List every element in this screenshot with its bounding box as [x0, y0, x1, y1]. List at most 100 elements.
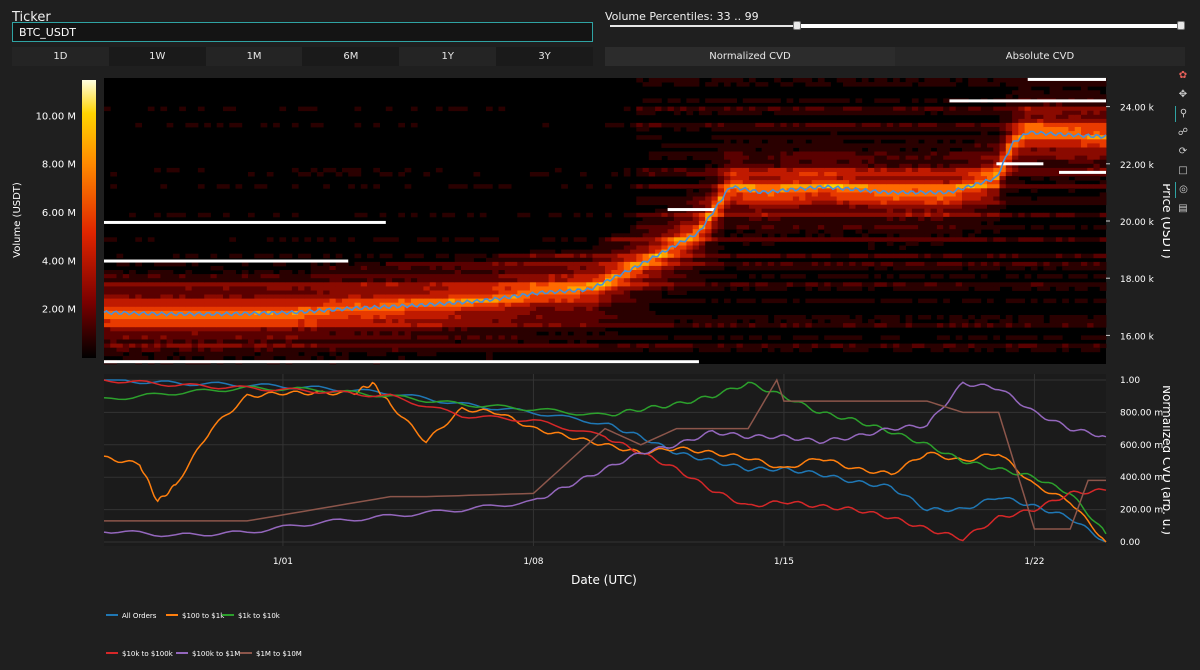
heatmap-cell [1043, 163, 1051, 169]
heatmap-cell [536, 257, 543, 263]
heatmap-cell [210, 323, 218, 328]
ticker-input[interactable] [12, 22, 593, 42]
reset-icon[interactable]: ⟳ [1178, 146, 1188, 157]
heatmap-cell [767, 241, 775, 246]
heatmap-cell [936, 225, 944, 230]
heatmap-cell [855, 265, 863, 271]
tab-3y[interactable]: 3Y [496, 47, 593, 66]
heatmap-cell [749, 184, 756, 189]
heatmap-cell [736, 135, 744, 140]
heatmap-cell [817, 261, 825, 267]
heatmap-cell [698, 110, 706, 116]
heatmap-cell [254, 306, 261, 312]
heatmap-cell [899, 196, 906, 201]
heatmap-cell [792, 110, 800, 116]
heatmap-cell [936, 237, 944, 242]
heatmap-cell [698, 241, 706, 246]
heatmap-cell [617, 261, 625, 267]
heatmap-cell [254, 331, 261, 336]
heatmap-cell [874, 78, 881, 83]
slider-high-handle[interactable] [1177, 21, 1185, 30]
heatmap-cell [216, 343, 224, 349]
heatmap-cell [692, 270, 700, 275]
heatmap-cell [241, 270, 249, 275]
heatmap-cell [836, 216, 844, 222]
heatmap-cell [993, 286, 1000, 291]
heatmap-cell [467, 339, 474, 344]
heatmap-cell [974, 261, 982, 267]
tab-1w[interactable]: 1W [108, 47, 206, 66]
heatmap-cell [805, 192, 813, 197]
crosshair-icon[interactable]: ◎ [1175, 182, 1191, 198]
save-icon[interactable]: □ [1178, 165, 1188, 176]
heatmap-cell [980, 196, 988, 201]
heatmap-cell [223, 270, 230, 275]
heatmap-cell [805, 159, 813, 165]
heatmap-cell [930, 184, 938, 189]
heatmap-cell [893, 253, 900, 259]
heatmap-cell [780, 196, 788, 201]
heatmap-cell [110, 343, 117, 349]
tab-1y[interactable]: 1Y [399, 47, 497, 66]
heatmap-cell [561, 331, 568, 336]
heatmap-cell [348, 298, 355, 304]
chart-area[interactable]: 16.00 k18.00 k20.00 k22.00 k24.00 k Pric… [0, 70, 1170, 670]
heatmap-cell [185, 270, 193, 275]
heatmap-cell [861, 265, 869, 271]
heatmap-cell [955, 188, 963, 193]
tab-1d[interactable]: 1D [12, 47, 109, 66]
heatmap-cell [467, 237, 474, 242]
heatmap-cell [1055, 143, 1063, 148]
heatmap-cell [667, 155, 675, 161]
zoom-icon[interactable]: ⚲ [1175, 106, 1191, 122]
heatmap-cell [817, 323, 825, 328]
heatmap-cell [930, 192, 938, 197]
heatmap-cell [642, 310, 650, 316]
heatmap-cell [1024, 82, 1032, 87]
heatmap-cell [104, 274, 111, 279]
heatmap-cell [1005, 343, 1013, 349]
heatmap-cell [999, 110, 1007, 116]
heatmap-cell [868, 204, 875, 210]
heatmap-cell [342, 261, 349, 267]
heatmap-cell [210, 278, 218, 283]
normalized-cvd-button[interactable]: Normalized CVD [605, 47, 895, 66]
tab-1m[interactable]: 1M [205, 47, 303, 66]
heatmap-cell [943, 98, 950, 103]
heatmap-cell [223, 315, 230, 320]
heatmap-cell [1049, 90, 1057, 95]
plotly-logo-icon[interactable]: ✿ [1178, 70, 1188, 81]
heatmap-cell [667, 319, 675, 324]
heatmap-cell [479, 270, 487, 275]
heatmap-cell [911, 200, 919, 206]
heatmap-cell [504, 282, 512, 287]
absolute-cvd-button[interactable]: Absolute CVD [895, 47, 1185, 66]
heatmap-cell [210, 327, 218, 332]
heatmap-cell [316, 339, 324, 344]
heatmap-cell [742, 204, 750, 210]
heatmap-cell [116, 298, 124, 304]
heatmap-cell [661, 122, 669, 128]
heatmap-cell [749, 110, 756, 116]
pan-icon[interactable]: ✥ [1178, 89, 1188, 100]
heatmap-cell [191, 327, 199, 332]
heatmap-cell [692, 282, 700, 287]
tab-6m[interactable]: 6M [302, 47, 400, 66]
heatmap-cell [216, 355, 224, 361]
heatmap-cell [698, 200, 706, 206]
heatmap-cell [936, 176, 944, 181]
heatmap-cell [454, 327, 462, 332]
chat-icon[interactable]: ▤ [1178, 203, 1188, 214]
heatmap-cell [680, 245, 687, 250]
heatmap-cell [479, 335, 487, 340]
heatmap-cell [717, 167, 725, 173]
heatmap-cell [417, 261, 424, 267]
heatmap-cell [1055, 167, 1063, 173]
heatmap-cell [899, 163, 906, 169]
slider-low-handle[interactable] [793, 21, 801, 30]
heatmap-cell [1005, 176, 1013, 181]
heatmap-cell [185, 339, 193, 344]
box-select-icon[interactable]: ☍ [1177, 127, 1189, 138]
heatmap-cell [367, 298, 374, 304]
heatmap-cell [586, 319, 593, 324]
